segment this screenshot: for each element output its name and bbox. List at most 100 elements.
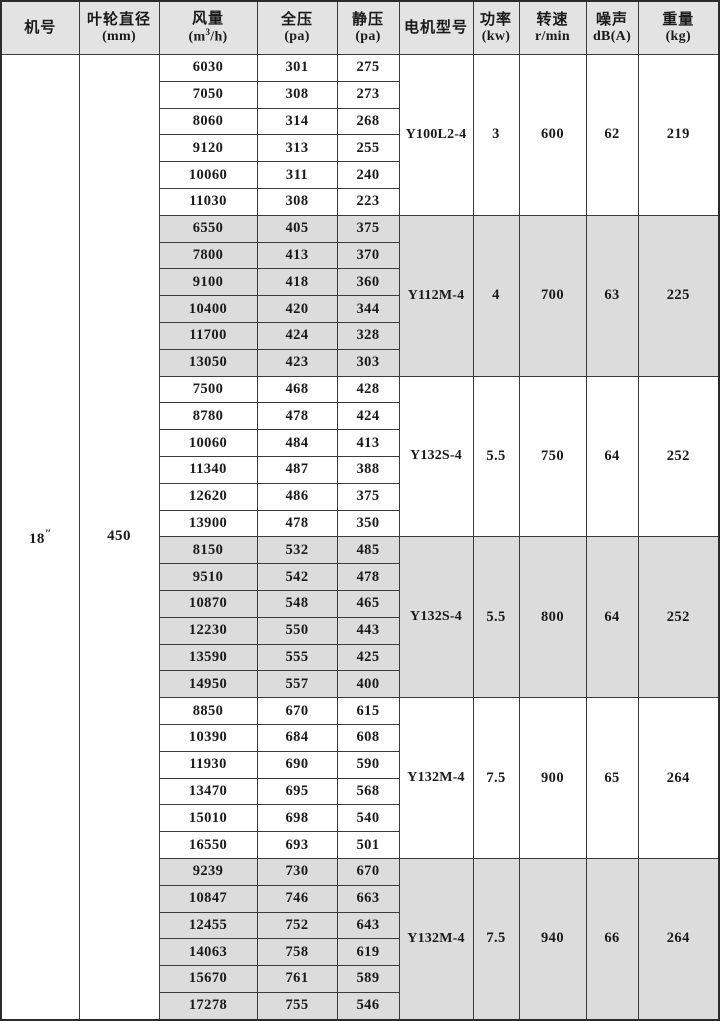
column-header-label-speed: 转速 — [536, 9, 569, 28]
cell-speed: 600 — [518, 54, 587, 216]
table-row: 12230 550 443 — [1, 616, 719, 645]
cell-total-pressure: 761 — [256, 965, 338, 993]
cell-static-pressure: 615 — [336, 697, 400, 725]
cell-total-pressure: 755 — [256, 991, 338, 1021]
table-row: 14063 758 619 — [1, 938, 719, 967]
table-row: 10390 684 608 — [1, 723, 719, 752]
column-header-label-impeller_diameter: 叶轮直径 — [86, 9, 151, 28]
cell-power: 3 — [472, 54, 520, 216]
cell-static-pressure: 568 — [336, 777, 400, 806]
cell-static-pressure: 273 — [336, 80, 400, 109]
cell-total-pressure: 684 — [256, 723, 338, 752]
cell-air-flow: 8850 — [158, 697, 258, 725]
cell-power: 7.5 — [472, 857, 520, 1021]
cell-static-pressure: 375 — [336, 214, 400, 243]
table-row: 9100 418 360 — [1, 268, 719, 297]
table-row: 11030 308 223 — [1, 187, 719, 216]
table-row: 12455 752 643 — [1, 911, 719, 940]
model-no-value: 18 — [29, 530, 45, 547]
cell-total-pressure: 420 — [256, 295, 338, 323]
cell-motor-model: Y112M-4 — [398, 214, 474, 377]
cell-static-pressure: 275 — [336, 54, 400, 82]
cell-air-flow: 13050 — [158, 348, 258, 377]
cell-static-pressure: 344 — [336, 295, 400, 323]
cell-total-pressure: 555 — [256, 643, 338, 672]
cell-total-pressure: 486 — [256, 482, 338, 511]
cell-air-flow: 9239 — [158, 857, 258, 886]
table-row: 7500 468 428 Y132S-4 5.5 750 64 252 — [1, 375, 720, 538]
column-header-motor_model: 电机型号 — [398, 0, 474, 55]
cell-motor-model: Y132M-4 — [398, 857, 474, 1021]
column-header-static_pressure: 静压 (pa) — [336, 0, 400, 55]
cell-total-pressure: 698 — [256, 804, 338, 833]
column-header-air_flow: 风量 (m3/h) — [158, 0, 258, 55]
column-header-label-noise: 噪声 — [595, 9, 628, 28]
column-header-unit-power: (kw) — [481, 28, 511, 44]
cell-power: 7.5 — [472, 697, 520, 859]
cell-air-flow: 12455 — [158, 911, 258, 940]
cell-total-pressure: 478 — [256, 509, 338, 538]
cell-static-pressure: 350 — [336, 509, 400, 538]
table-row: 15670 761 589 — [1, 965, 719, 993]
cell-weight: 252 — [637, 375, 720, 538]
cell-static-pressure: 303 — [336, 348, 400, 377]
cell-air-flow: 11340 — [158, 455, 258, 484]
column-header-label-weight: 重量 — [662, 9, 695, 28]
cell-power: 5.5 — [472, 375, 520, 538]
cell-air-flow: 10060 — [158, 429, 258, 457]
table-row: 9510 542 478 — [1, 563, 719, 591]
column-header-label-static_pressure: 静压 — [351, 9, 384, 28]
table-row: 11700 424 328 — [1, 321, 719, 350]
cell-air-flow: 10390 — [158, 723, 258, 752]
cell-static-pressure: 255 — [336, 134, 400, 163]
cell-total-pressure: 548 — [256, 589, 338, 618]
cell-air-flow: 10847 — [158, 884, 258, 913]
cell-total-pressure: 405 — [256, 214, 338, 243]
column-header-label-air_flow: 风量 — [191, 8, 224, 27]
cell-total-pressure: 758 — [256, 938, 338, 967]
cell-total-pressure: 413 — [256, 241, 338, 270]
cell-static-pressure: 485 — [336, 536, 400, 565]
table-row: 9239 730 670 Y132M-4 7.5 940 66 264 — [1, 857, 720, 1021]
cell-air-flow: 9100 — [158, 268, 258, 297]
cell-model-no: 18″ — [0, 53, 80, 1021]
cell-air-flow: 8150 — [158, 536, 258, 565]
table-row: 10400 420 344 — [1, 295, 719, 323]
cell-air-flow: 17278 — [158, 991, 258, 1021]
cell-air-flow: 8780 — [158, 402, 258, 431]
cell-static-pressure: 643 — [336, 911, 400, 940]
cell-weight: 225 — [637, 214, 720, 377]
cell-total-pressure: 314 — [256, 107, 338, 136]
cell-speed: 940 — [518, 857, 587, 1021]
table-row: 10060 311 240 — [1, 161, 719, 189]
cell-total-pressure: 693 — [256, 831, 338, 859]
cell-total-pressure: 308 — [256, 80, 338, 109]
cell-static-pressure: 590 — [336, 750, 400, 779]
table-row: 15010 698 540 — [1, 804, 719, 833]
table-row: 11340 487 388 — [1, 455, 719, 484]
table-row: 8150 532 485 Y132S-4 5.5 800 64 252 — [1, 536, 720, 699]
cell-total-pressure: 487 — [256, 455, 338, 484]
cell-weight: 264 — [637, 857, 720, 1021]
column-header-label-power: 功率 — [479, 9, 512, 28]
cell-static-pressure: 360 — [336, 268, 400, 297]
cell-static-pressure: 424 — [336, 402, 400, 431]
cell-air-flow: 8060 — [158, 107, 258, 136]
cell-total-pressure: 695 — [256, 777, 338, 806]
cell-total-pressure: 418 — [256, 268, 338, 297]
cell-speed: 700 — [518, 214, 587, 377]
cell-total-pressure: 670 — [256, 697, 338, 725]
cell-air-flow: 6550 — [158, 214, 258, 243]
cell-static-pressure: 501 — [336, 831, 400, 859]
cell-total-pressure: 557 — [256, 670, 338, 699]
cell-total-pressure: 313 — [256, 134, 338, 163]
cell-air-flow: 10400 — [158, 295, 258, 323]
cell-static-pressure: 619 — [336, 938, 400, 967]
column-header-unit-weight: (kg) — [665, 28, 691, 44]
table-row: 14950 557 400 — [1, 670, 719, 699]
cell-total-pressure: 550 — [256, 616, 338, 645]
cell-air-flow: 13900 — [158, 509, 258, 538]
cell-total-pressure: 311 — [256, 161, 338, 189]
cell-static-pressure: 370 — [336, 241, 400, 270]
cell-noise: 66 — [585, 857, 639, 1021]
